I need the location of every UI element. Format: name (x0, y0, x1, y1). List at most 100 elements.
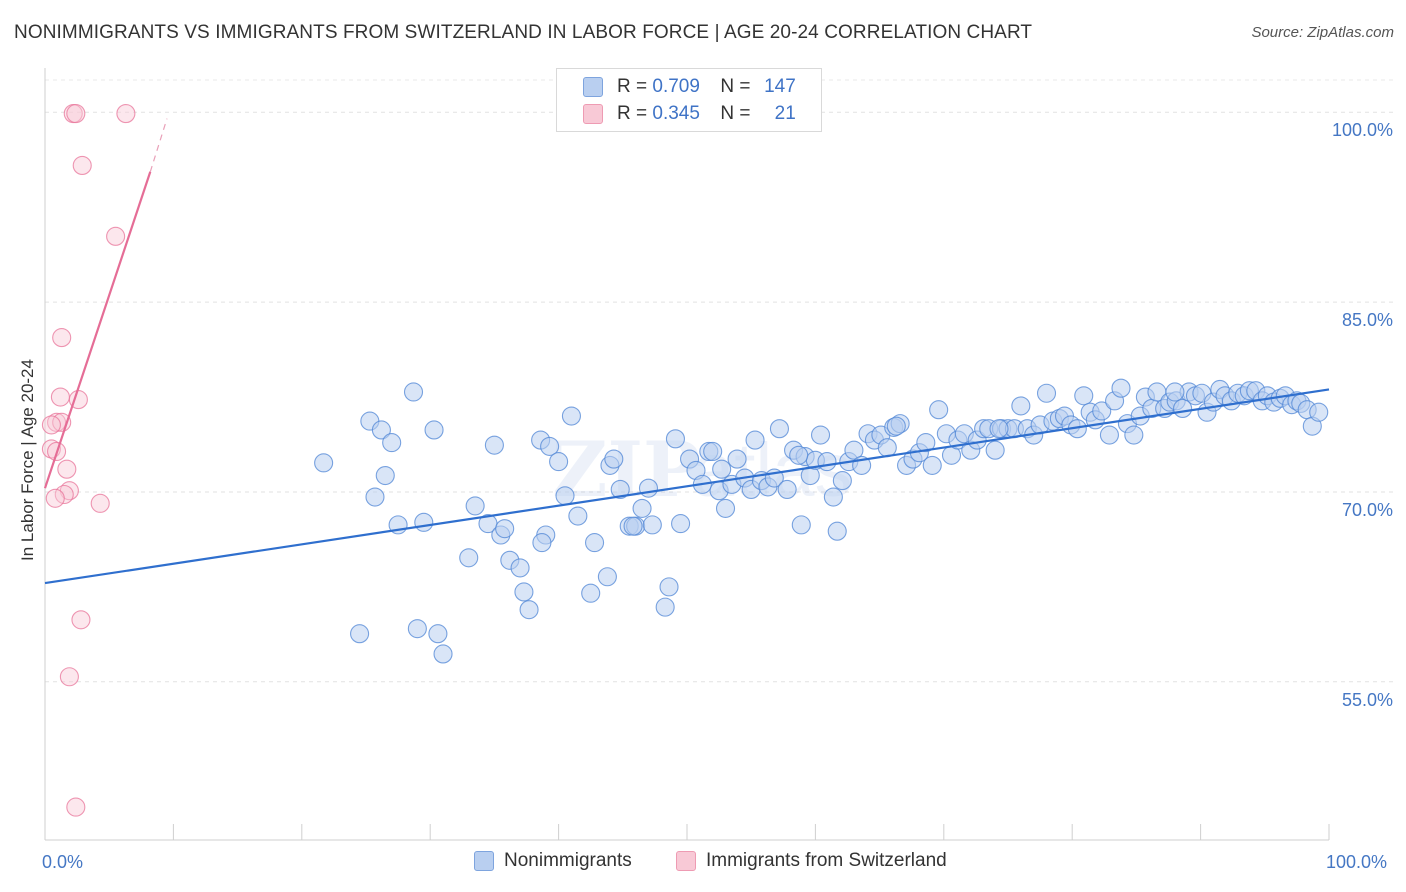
point-nonimmigrants (877, 438, 897, 458)
point-nonimmigrants (703, 441, 723, 462)
point-nonimmigrants (712, 459, 732, 479)
point-nonimmigrants (1124, 425, 1144, 445)
point-nonimmigrants (382, 433, 402, 453)
point-nonimmigrants (540, 436, 560, 456)
point-nonimmigrants (403, 382, 424, 402)
point-immigrants-switzerland (59, 667, 79, 687)
point-nonimmigrants (555, 486, 575, 506)
point-nonimmigrants (810, 425, 831, 445)
point-nonimmigrants (407, 619, 427, 639)
point-nonimmigrants (642, 515, 662, 535)
legend-n-label: N = (720, 103, 751, 124)
point-nonimmigrants (604, 449, 624, 469)
y-tick-label: 70.0% (1341, 499, 1393, 520)
point-nonimmigrants (375, 465, 395, 486)
point-nonimmigrants (484, 435, 504, 455)
trend-lines (43, 118, 1330, 585)
point-nonimmigrants (428, 624, 448, 644)
bottom-legend-immigrants: Immigrants from Switzerland (676, 850, 947, 872)
point-nonimmigrants (414, 512, 434, 532)
point-nonimmigrants (465, 496, 485, 516)
legend-r-value: 0.709 (652, 76, 700, 97)
point-immigrants-switzerland (47, 412, 67, 432)
point-nonimmigrants (985, 440, 1005, 460)
trend-line-immigrants-extension (149, 118, 168, 172)
point-nonimmigrants (597, 567, 617, 587)
bottom-legend-swatch-pink (676, 851, 696, 871)
point-nonimmigrants (514, 582, 534, 602)
point-nonimmigrants (1099, 425, 1119, 445)
point-nonimmigrants (549, 452, 569, 472)
point-nonimmigrants (823, 487, 843, 507)
legend-n-value: 147 (764, 76, 796, 97)
point-nonimmigrants (844, 440, 864, 460)
trend-line-immigrants (43, 171, 152, 489)
point-nonimmigrants (433, 644, 453, 664)
point-immigrants-switzerland (71, 610, 91, 630)
point-nonimmigrants (671, 514, 691, 534)
legend-n-value: 21 (774, 103, 796, 124)
gridlines (45, 79, 1395, 683)
legend-swatch-pink (583, 104, 603, 124)
point-nonimmigrants (827, 521, 847, 541)
point-nonimmigrants (1165, 382, 1185, 402)
bottom-legend-label: Nonimmigrants (504, 850, 632, 871)
point-nonimmigrants (1036, 383, 1057, 403)
point-nonimmigrants (832, 471, 852, 491)
point-nonimmigrants (581, 583, 601, 603)
point-nonimmigrants (519, 600, 539, 620)
legend-swatch-blue (583, 77, 603, 97)
point-nonimmigrants (922, 455, 942, 475)
source-label: Source: ZipAtlas.com (1251, 24, 1394, 41)
point-immigrants-switzerland (50, 387, 70, 407)
point-immigrants-switzerland (41, 415, 61, 435)
point-nonimmigrants (791, 515, 811, 535)
point-nonimmigrants (777, 479, 797, 499)
legend-row-nonimmigrants: R = 0.709 N = 147 (583, 75, 796, 99)
point-nonimmigrants (989, 419, 1009, 439)
point-immigrants-switzerland (57, 459, 77, 479)
y-tick-label: 85.0% (1341, 310, 1393, 331)
trend-line-nonimmigrants (44, 388, 1330, 585)
point-nonimmigrants (715, 498, 736, 518)
chart-title: NONIMMIGRANTS VS IMMIGRANTS FROM SWITZER… (14, 22, 1033, 43)
point-nonimmigrants (1092, 401, 1112, 421)
y-tick-label: 55.0% (1341, 689, 1393, 710)
point-nonimmigrants (789, 445, 809, 465)
point-immigrants-switzerland (116, 104, 136, 124)
point-nonimmigrants (659, 577, 679, 597)
point-immigrants-switzerland (52, 328, 72, 348)
point-nonimmigrants (459, 548, 479, 568)
bottom-legend-swatch-blue (474, 851, 494, 871)
point-immigrants-switzerland (66, 797, 86, 817)
point-nonimmigrants (610, 479, 630, 499)
point-nonimmigrants (638, 478, 659, 498)
point-nonimmigrants (632, 498, 652, 518)
point-immigrants-switzerland (106, 226, 126, 246)
point-nonimmigrants (371, 420, 391, 440)
point-nonimmigrants (314, 453, 334, 473)
point-nonimmigrants (727, 449, 747, 469)
point-nonimmigrants (350, 624, 370, 644)
point-nonimmigrants (1111, 378, 1131, 398)
series-nonimmigrants (314, 378, 1329, 664)
point-nonimmigrants (745, 430, 765, 450)
bottom-legend-nonimmigrants: Nonimmigrants (474, 850, 632, 872)
point-immigrants-switzerland (66, 104, 86, 124)
point-nonimmigrants (585, 533, 605, 553)
legend-r-value: 0.345 (652, 103, 700, 124)
point-nonimmigrants (817, 452, 837, 472)
point-immigrants-switzerland (45, 488, 65, 508)
point-nonimmigrants (568, 506, 588, 526)
point-immigrants-switzerland (72, 155, 92, 175)
axes (44, 68, 1330, 841)
point-nonimmigrants (1074, 386, 1094, 406)
point-nonimmigrants (365, 487, 385, 507)
point-nonimmigrants (916, 433, 936, 453)
point-nonimmigrants (561, 406, 581, 426)
bottom-legend-label: Immigrants from Switzerland (706, 850, 947, 871)
point-nonimmigrants (495, 519, 515, 539)
point-immigrants-switzerland (90, 493, 110, 513)
legend-row-immigrants: R = 0.345 N = 21 (583, 102, 796, 126)
